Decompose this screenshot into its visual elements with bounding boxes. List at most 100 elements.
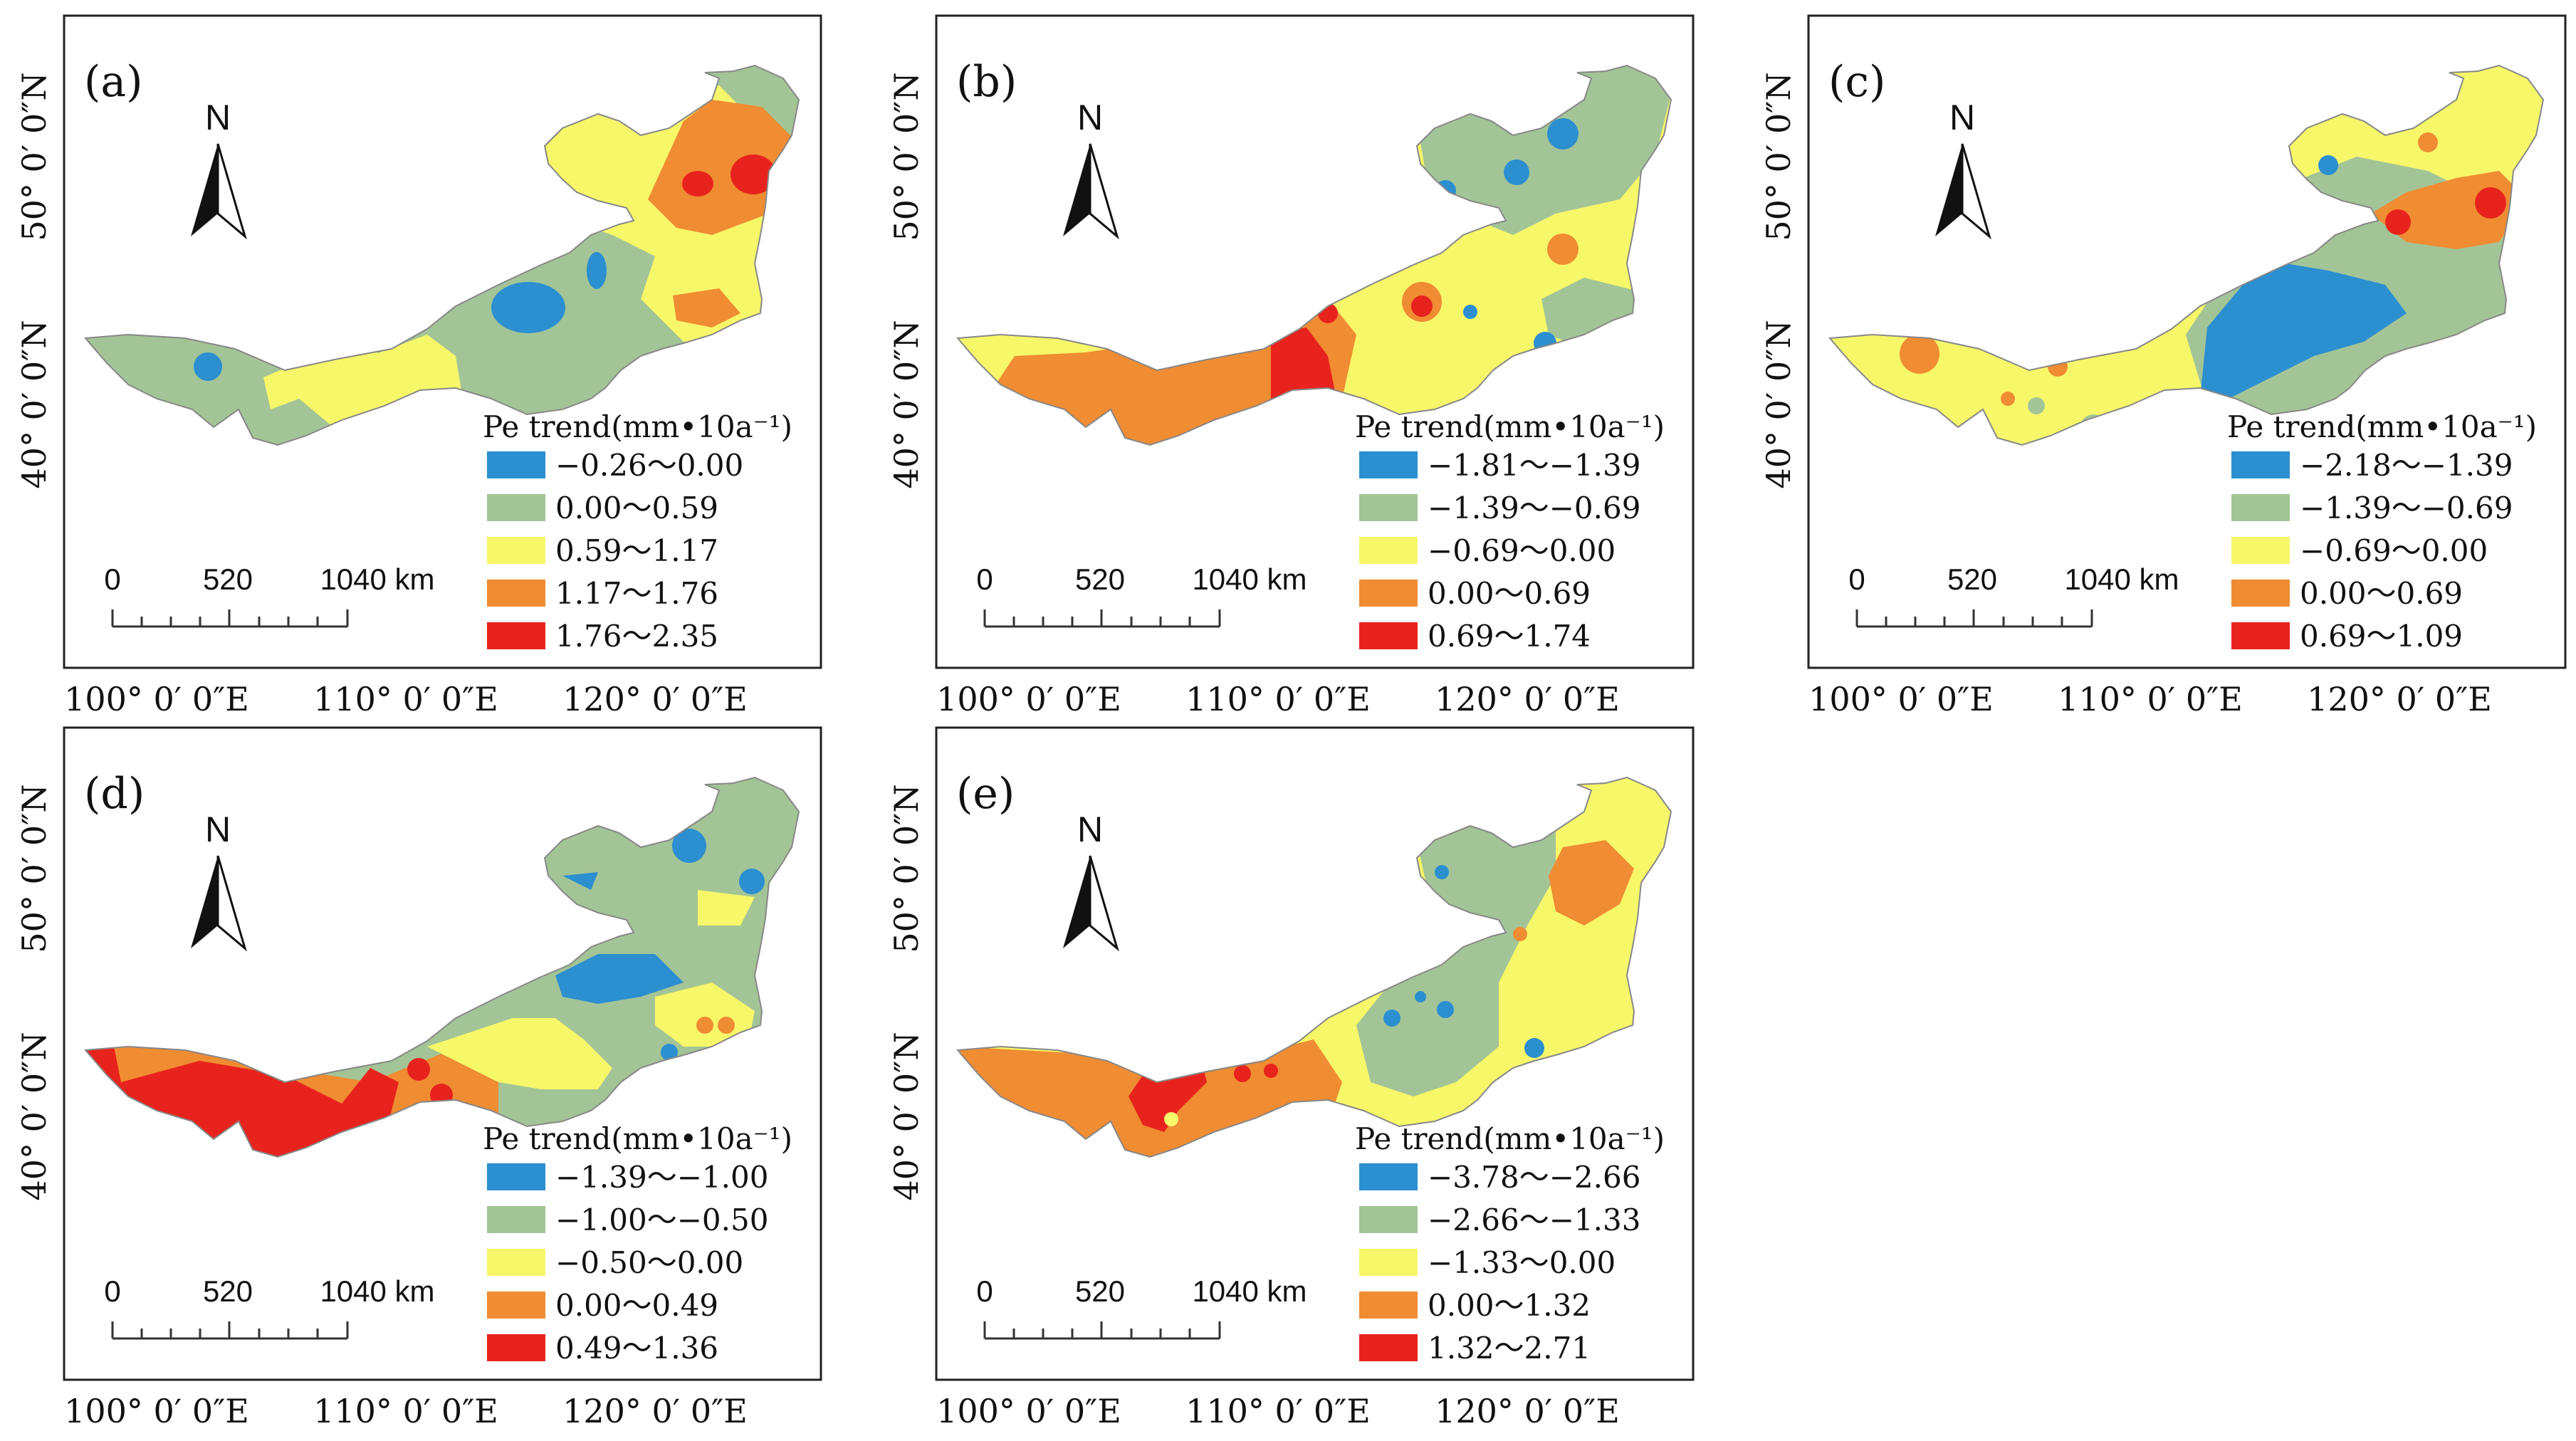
x-tick-label: 110° 0′ 0″E [313,680,498,718]
legend-item: 0.00～0.69 [1359,576,1591,611]
scale-label: 520 [1947,562,1997,596]
legend-label: 0.49～1.36 [555,1331,718,1366]
scale-label: 0 [1848,562,1865,596]
legend: Pe trend(mm•10a⁻¹) −0.26～0.00 0.00～0.59 … [483,409,792,654]
x-tick-label: 120° 0′ 0″E [1435,680,1620,718]
zone-red-5 [1264,1064,1278,1078]
zone-blue-5 [1463,305,1477,319]
y-tick-label: 40° 0′ 0″N [887,320,926,488]
x-axis-ticks: 100° 0′ 0″E 110° 0′ 0″E 120° 0′ 0″E [1808,680,2492,718]
legend-item: −1.00～−0.50 [487,1202,768,1237]
zone-red-2 [407,1058,430,1081]
y-tick-label: 40° 0′ 0″N [15,320,53,488]
zone-red-2 [682,171,713,197]
legend-label: 0.00～0.69 [1428,576,1591,611]
legend-item: 0.00～0.49 [487,1288,718,1323]
scale-label: 1040 km [320,1274,434,1308]
legend-item: 0.00～1.32 [1359,1288,1591,1323]
y-axis-ticks: 50° 0′ 0″N 40° 0′ 0″N [15,72,53,488]
north-arrow: N [191,98,247,240]
zone-blue-3 [739,869,765,894]
north-arrow: N [1935,98,1991,240]
scale-label: 520 [203,562,253,596]
zone-orange-3 [718,1017,735,1034]
x-axis-ticks: 100° 0′ 0″E 110° 0′ 0″E 120° 0′ 0″E [64,1392,748,1430]
zone-blue [1435,865,1449,879]
x-tick-label: 100° 0′ 0″E [64,680,249,718]
x-tick-label: 120° 0′ 0″E [1435,1392,1620,1430]
legend-item: 0.59～1.17 [487,533,718,568]
panel-label: (e) [956,769,1015,819]
scale-bar: 0 520 1040 km [976,562,1307,628]
north-arrow: N [1063,98,1119,240]
zone-orange [648,100,797,235]
y-tick-label: 40° 0′ 0″N [1759,320,1798,488]
scale-bar: 0 520 1040 km [1848,562,2179,628]
legend-label: 0.59～1.17 [555,533,718,568]
zone-orange-3 [1900,334,1939,374]
scale-bar: 0 520 1040 km [104,1274,435,1340]
zone-blue-4 [1524,1038,1544,1058]
legend-label: 1.76～2.35 [555,619,718,654]
legend-title: Pe trend(mm•10a⁻¹) [2227,409,2537,444]
legend-item: 1.17～1.76 [487,576,718,611]
panel-d: (d) N Pe trend(mm•10a⁻¹) −1.39～−1.00 −1.… [15,726,822,1430]
legend-item: −0.50～0.00 [487,1245,743,1280]
panel-e: (e) N Pe trend(mm•10a⁻¹) −3.78～−2.66 −2.… [887,726,1695,1430]
legend: Pe trend(mm•10a⁻¹) −2.18～−1.39 −1.39～−0.… [2227,409,2537,654]
scale-bar: 0 520 1040 km [104,562,435,628]
legend-label: −2.18～−1.39 [2300,448,2513,483]
legend-label: −3.78～−2.66 [1428,1160,1640,1195]
panel-a: (a) N Pe trend(mm•10a⁻¹) −0.26～0.00 0.00… [15,14,822,718]
x-tick-label: 110° 0′ 0″E [1185,1392,1371,1430]
y-axis-ticks: 50° 0′ 0″N 40° 0′ 0″N [1759,72,1798,488]
legend: Pe trend(mm•10a⁻¹) −1.39～−1.00 −1.00～−0.… [483,1121,792,1366]
x-tick-label: 100° 0′ 0″E [936,680,1121,718]
legend-item: 0.00～0.69 [2231,576,2463,611]
scale-label: 1040 km [1192,562,1307,596]
zone-blue [491,282,565,333]
legend-label: −1.33～0.00 [1428,1245,1616,1280]
zone-yellow-2 [1164,1112,1178,1126]
y-axis-ticks: 50° 0′ 0″N 40° 0′ 0″N [15,784,53,1200]
legend-item: 0.69～1.74 [1359,619,1591,654]
legend-label: 1.17～1.76 [555,576,718,611]
y-tick-label: 50° 0′ 0″N [887,784,926,953]
north-label: N [1949,98,1975,137]
legend-item: 1.76～2.35 [487,619,718,654]
zone-blue [555,954,684,1004]
zone-blue-2 [1504,159,1529,185]
y-tick-label: 40° 0′ 0″N [887,1032,926,1200]
legend-label: 0.69～1.09 [2300,619,2463,654]
zone-red [731,154,776,194]
legend-label: −0.26～0.00 [555,448,743,483]
x-tick-label: 110° 0′ 0″E [313,1392,498,1430]
zone-blue-2 [587,252,607,289]
north-label: N [205,98,231,137]
zone-orange-5 [2001,392,2015,406]
legend-label: −2.66～−1.33 [1428,1202,1640,1237]
panel-label: (a) [84,57,143,107]
zone-blue-2 [2318,155,2338,175]
zone-blue-5 [661,1044,678,1061]
x-tick-label: 100° 0′ 0″E [64,1392,249,1430]
legend-item: 1.32～2.71 [1359,1331,1591,1366]
x-tick-label: 110° 0′ 0″E [2058,680,2243,718]
legend-label: 0.00～0.59 [555,491,718,525]
legend-item: −3.78～−2.66 [1359,1160,1640,1195]
y-tick-label: 50° 0′ 0″N [1759,72,1798,241]
y-axis-ticks: 50° 0′ 0″N 40° 0′ 0″N [887,784,926,1200]
panel-c: (c) N Pe trend(mm•10a⁻¹) −2.18～−1.39 −1.… [1759,14,2567,718]
north-arrow: N [191,809,247,952]
legend-label: −1.81～−1.39 [1428,448,1640,483]
legend-label: −1.39～−1.00 [555,1160,768,1195]
zone-blue-4 [562,872,598,890]
zone-blue-5 [1415,991,1426,1002]
scale-label: 0 [104,562,120,596]
zone-orange-2 [2418,132,2438,152]
legend-item: −2.66～−1.33 [1359,1202,1640,1237]
precip-trend-map [85,65,800,446]
y-tick-label: 40° 0′ 0″N [15,1032,53,1200]
legend-label: −0.69～0.00 [2300,533,2488,568]
